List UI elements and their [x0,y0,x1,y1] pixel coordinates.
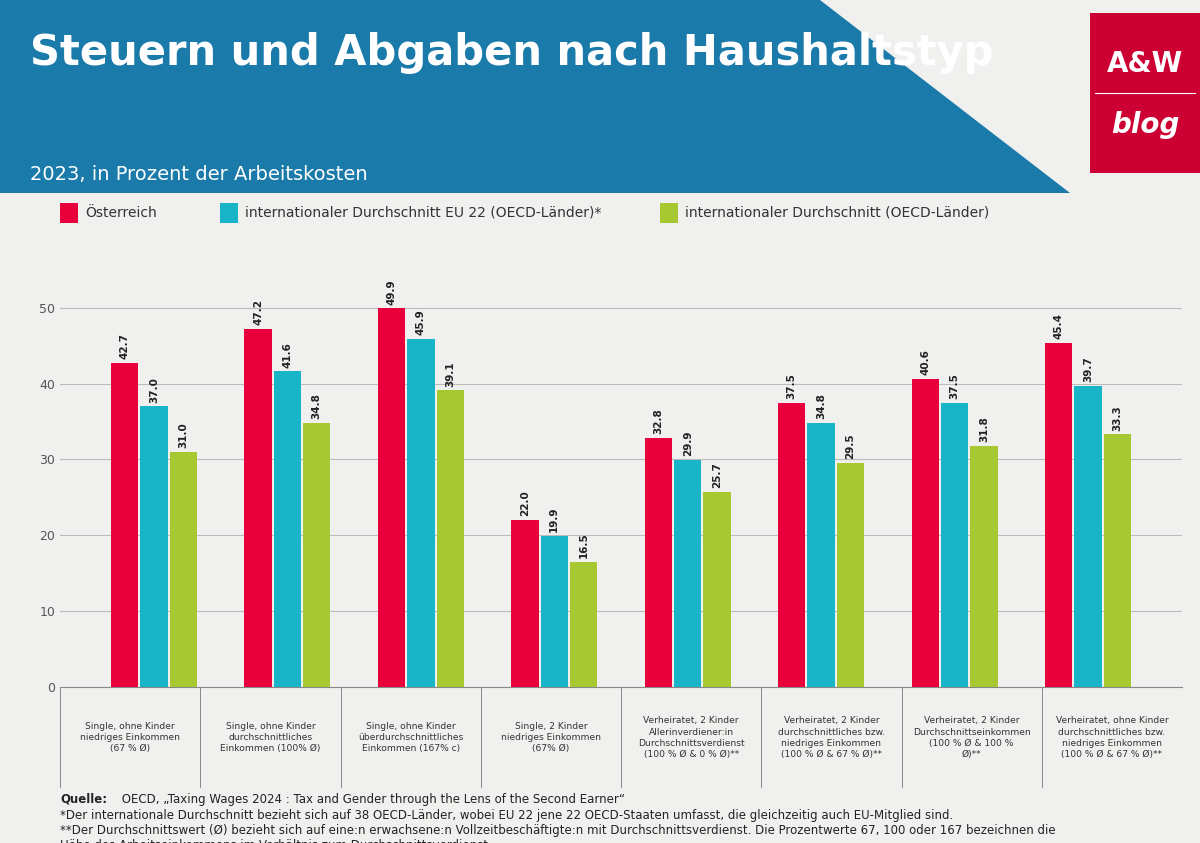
Bar [1074,386,1102,687]
Text: Single, ohne Kinder
durchschnittliches
Einkommen (100% Ø): Single, ohne Kinder durchschnittliches E… [220,722,320,754]
Text: Verheiratet, 2 Kinder
durchschnittliches bzw.
niedriges Einkommen
(100 % Ø & 67 : Verheiratet, 2 Kinder durchschnittliches… [778,717,884,759]
FancyBboxPatch shape [220,203,238,223]
Bar [437,390,464,687]
Bar [971,446,997,687]
Text: internationaler Durchschnitt EU 22 (OECD-Länder)*: internationaler Durchschnitt EU 22 (OECD… [245,206,601,220]
Text: 49.9: 49.9 [386,279,396,304]
Text: 39.7: 39.7 [1082,357,1093,382]
Bar [836,464,864,687]
Text: Quelle:: Quelle: [60,792,107,806]
Text: blog: blog [1111,111,1180,139]
Text: 41.6: 41.6 [282,341,293,368]
Text: Single, ohne Kinder
niedriges Einkommen
(67 % Ø): Single, ohne Kinder niedriges Einkommen … [80,722,180,754]
Text: 25.7: 25.7 [712,463,722,488]
Text: 37.0: 37.0 [149,377,160,403]
FancyBboxPatch shape [60,203,78,223]
Polygon shape [0,0,1070,193]
Text: 34.8: 34.8 [816,394,826,419]
FancyBboxPatch shape [1090,13,1200,173]
Bar [511,520,539,687]
Text: A&W: A&W [1106,51,1183,78]
Bar [1104,434,1132,687]
Bar [644,438,672,687]
Bar [378,309,406,687]
Bar [112,363,138,687]
Text: 2023, in Prozent der Arbeitskosten: 2023, in Prozent der Arbeitskosten [30,165,367,185]
Text: Single, 2 Kinder
niedriges Einkommen
(67% Ø): Single, 2 Kinder niedriges Einkommen (67… [500,722,601,754]
Text: 31.8: 31.8 [979,416,989,442]
Bar [407,339,434,687]
Text: 29.5: 29.5 [846,434,856,459]
Text: internationaler Durchschnitt (OECD-Länder): internationaler Durchschnitt (OECD-Lände… [685,206,989,220]
Text: 34.8: 34.8 [312,394,322,419]
Text: Steuern und Abgaben nach Haushaltstyp: Steuern und Abgaben nach Haushaltstyp [30,32,994,74]
Text: 31.0: 31.0 [179,422,188,448]
Bar [912,379,938,687]
Text: 37.5: 37.5 [787,373,797,399]
FancyBboxPatch shape [660,203,678,223]
Bar [570,561,598,687]
Bar [703,492,731,687]
Text: Verheiratet, 2 Kinder
Allerinverdiener:in
Durchschnittsverdienst
(100 % Ø & 0 % : Verheiratet, 2 Kinder Allerinverdiener:i… [638,717,744,759]
Bar [1045,342,1073,687]
Bar [941,403,968,687]
Text: 45.9: 45.9 [416,309,426,335]
Bar [169,452,197,687]
Text: 32.8: 32.8 [653,409,664,434]
Bar [304,423,330,687]
Bar [140,406,168,687]
Bar [808,423,835,687]
Text: 47.2: 47.2 [253,299,263,325]
Bar [274,372,301,687]
Text: Verheiratet, 2 Kinder
Durchschnittseinkommen
(100 % Ø & 100 %
Ø)**: Verheiratet, 2 Kinder Durchschnittseinko… [913,717,1031,759]
Text: 40.6: 40.6 [920,349,930,375]
Text: *Der internationale Durchschnitt bezieht sich auf 38 OECD-Länder, wobei EU 22 je: *Der internationale Durchschnitt bezieht… [60,809,953,822]
Text: 45.4: 45.4 [1054,313,1063,339]
Text: Österreich: Österreich [85,206,157,220]
Text: Höhe des Arbeitseinkommens im Verhältnis zum Durchschnittsverdienst.: Höhe des Arbeitseinkommens im Verhältnis… [60,839,492,843]
Text: 42.7: 42.7 [120,333,130,359]
Text: 16.5: 16.5 [578,532,589,558]
Text: 33.3: 33.3 [1112,405,1122,431]
Bar [674,460,701,687]
Text: 39.1: 39.1 [445,361,455,387]
Text: **Der Durchschnittswert (Ø) bezieht sich auf eine:n erwachsene:n Vollzeitbeschäf: **Der Durchschnittswert (Ø) bezieht sich… [60,824,1056,837]
Bar [778,403,805,687]
Text: OECD, „Taxing Wages 2024 : Tax and Gender through the Lens of the Second Earner“: OECD, „Taxing Wages 2024 : Tax and Gende… [119,792,625,806]
Text: Verheiratet, ohne Kinder
durchschnittliches bzw.
niedriges Einkommen
(100 % Ø & : Verheiratet, ohne Kinder durchschnittlic… [1056,717,1169,759]
Bar [245,329,271,687]
Text: 22.0: 22.0 [520,491,530,516]
Text: Single, ohne Kinder
überdurchschnittliches
Einkommen (167% c): Single, ohne Kinder überdurchschnittlich… [358,722,463,754]
Text: 29.9: 29.9 [683,431,692,456]
Text: 37.5: 37.5 [949,373,960,399]
Text: 19.9: 19.9 [550,507,559,532]
Bar [541,536,568,687]
